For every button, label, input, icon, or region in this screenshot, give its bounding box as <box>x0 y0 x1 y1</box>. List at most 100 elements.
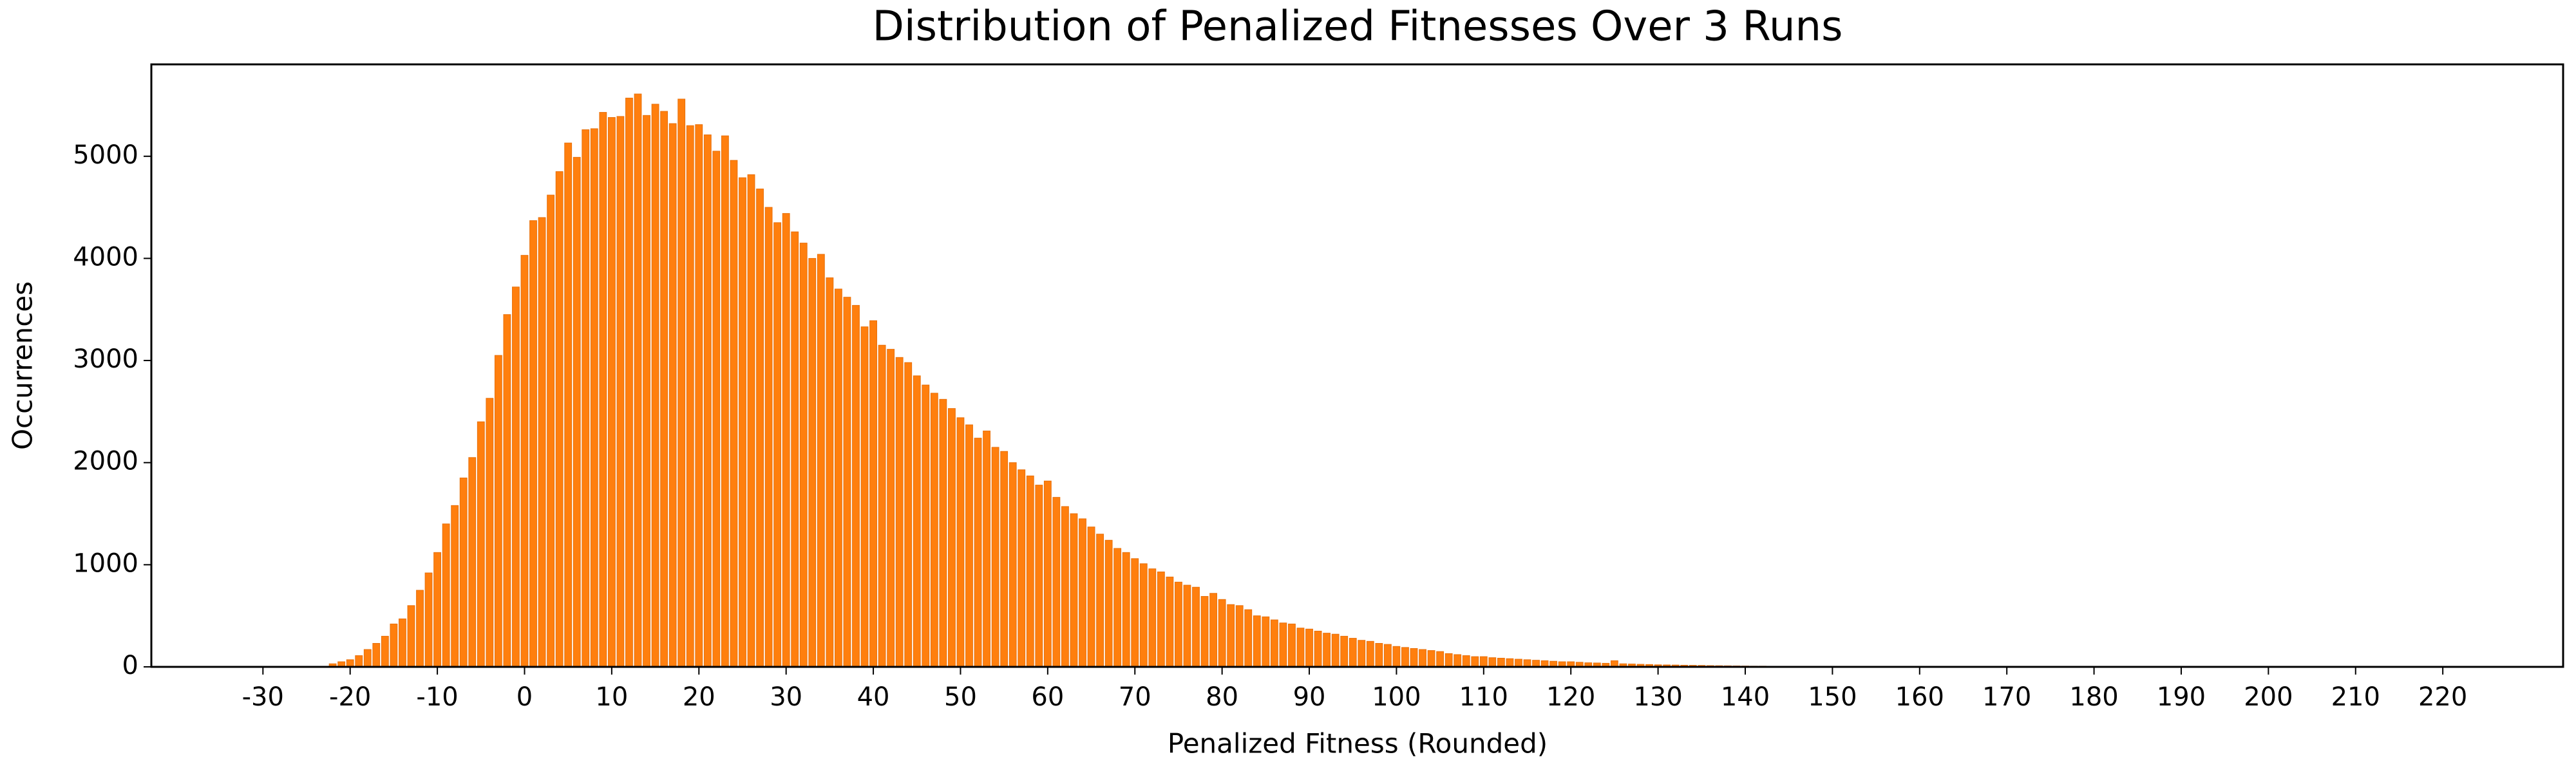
bar <box>417 590 424 667</box>
bar <box>608 117 615 667</box>
bar <box>1454 655 1461 667</box>
x-tick-label: 150 <box>1808 682 1857 712</box>
x-tick-label: 180 <box>2069 682 2118 712</box>
bar <box>381 636 388 667</box>
bar <box>713 151 720 667</box>
x-tick-label: 210 <box>2331 682 2380 712</box>
bar <box>1515 659 1522 667</box>
x-tick-label: 10 <box>595 682 628 712</box>
bar <box>626 98 633 667</box>
bar <box>1175 582 1182 667</box>
bar <box>538 218 545 667</box>
bar <box>1506 658 1513 667</box>
bar <box>556 172 563 667</box>
bar <box>1480 657 1487 667</box>
bar <box>1114 548 1121 667</box>
x-tick-label: 190 <box>2157 682 2206 712</box>
x-tick-label: -10 <box>416 682 458 712</box>
bar <box>774 223 781 667</box>
bar <box>730 160 737 667</box>
bar <box>1105 540 1112 667</box>
bar <box>513 287 520 667</box>
bar <box>1410 648 1417 667</box>
x-tick-label: 0 <box>516 682 533 712</box>
x-tick-label: 120 <box>1546 682 1595 712</box>
bar <box>373 644 380 667</box>
bar <box>1323 633 1331 667</box>
bar <box>853 305 860 667</box>
bar <box>1044 481 1051 667</box>
bar <box>791 232 799 667</box>
bar <box>1149 569 1156 667</box>
x-axis-label: Penalized Fitness (Rounded) <box>1168 728 1548 760</box>
bar <box>1367 641 1374 667</box>
y-tick-label: 2000 <box>73 447 138 476</box>
bar <box>390 624 397 667</box>
bar <box>346 660 354 667</box>
bar <box>1437 651 1444 667</box>
bar <box>974 438 981 667</box>
x-tick-label: 20 <box>683 682 715 712</box>
bar <box>1009 463 1016 667</box>
bar <box>809 258 816 667</box>
bar <box>442 524 450 667</box>
bar <box>434 552 441 667</box>
bar <box>661 111 668 667</box>
bar <box>1358 640 1365 667</box>
bar <box>1402 648 1409 667</box>
bar <box>408 606 415 667</box>
bar <box>1280 623 1287 667</box>
y-tick-label: 4000 <box>73 242 138 272</box>
bar <box>1314 631 1321 667</box>
x-tick-label: 70 <box>1119 682 1151 712</box>
x-tick-label: -20 <box>329 682 371 712</box>
bar <box>1533 660 1540 667</box>
x-tick-label: 100 <box>1372 682 1421 712</box>
bar <box>931 393 938 667</box>
x-tick-label: 110 <box>1459 682 1508 712</box>
bar <box>1445 653 1452 667</box>
bar <box>687 126 694 667</box>
bar <box>1271 620 1278 667</box>
bar <box>721 136 728 667</box>
bar <box>913 376 920 667</box>
bar <box>704 135 711 667</box>
bar <box>1122 552 1130 667</box>
bar <box>460 478 467 667</box>
bar <box>1463 656 1470 667</box>
bar <box>757 189 764 667</box>
bar <box>530 221 537 667</box>
bar <box>495 355 502 667</box>
bar <box>1097 534 1104 667</box>
bar <box>748 174 755 667</box>
bar <box>1053 498 1060 667</box>
bar <box>905 362 912 667</box>
bar <box>765 207 772 667</box>
y-tick-label: 0 <box>122 651 138 680</box>
bar <box>1393 646 1400 667</box>
bar <box>835 289 842 667</box>
y-axis-label: Occurrences <box>7 281 39 450</box>
bar <box>782 214 790 667</box>
bar <box>504 315 511 667</box>
bar <box>1262 617 1269 667</box>
x-tick-label: 140 <box>1721 682 1770 712</box>
bar <box>547 195 554 667</box>
bar <box>1245 610 1252 667</box>
bar <box>1140 564 1147 667</box>
x-tick-label: 160 <box>1895 682 1944 712</box>
x-tick-label: 50 <box>944 682 977 712</box>
bar <box>1070 514 1077 667</box>
bar <box>1472 657 1479 667</box>
bar <box>1384 644 1391 667</box>
bar <box>1027 476 1034 667</box>
bar <box>1062 507 1069 667</box>
bar <box>1297 628 1304 667</box>
bar <box>1376 644 1383 667</box>
bar <box>1001 451 1008 667</box>
bar <box>1332 634 1339 667</box>
bar <box>800 243 807 667</box>
bar <box>643 115 650 667</box>
bar <box>1341 636 1348 667</box>
bar <box>486 398 493 667</box>
